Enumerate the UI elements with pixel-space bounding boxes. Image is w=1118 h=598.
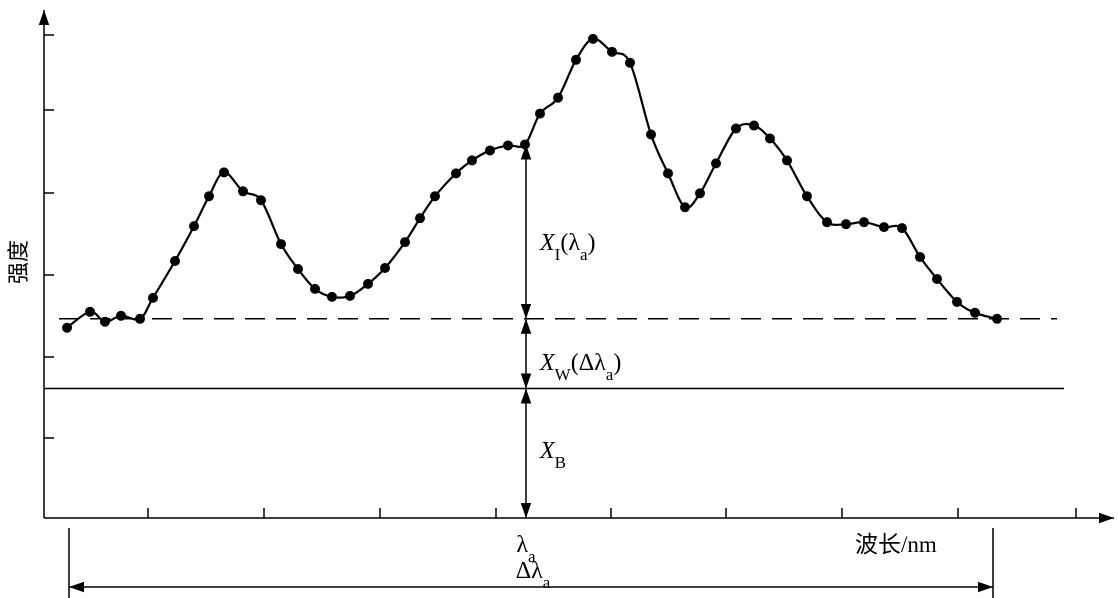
data-point	[135, 313, 145, 324]
data-point	[170, 256, 180, 267]
data-point	[970, 307, 980, 318]
label-part: λ	[516, 532, 528, 558]
data-point	[219, 167, 229, 178]
data-point	[695, 188, 705, 199]
label-part: (Δλ	[571, 350, 606, 376]
x-ticks	[147, 508, 1077, 518]
data-point	[503, 140, 513, 151]
annotation: λa	[516, 532, 536, 566]
label-part: a	[580, 245, 588, 264]
data-point	[430, 191, 440, 202]
data-point	[62, 322, 72, 333]
data-point	[535, 108, 545, 119]
data-point	[276, 239, 286, 250]
data-point	[711, 158, 721, 169]
label-part: )	[588, 230, 596, 256]
data-point	[932, 273, 942, 284]
data-point	[363, 278, 373, 289]
data-point	[765, 133, 775, 144]
data-point	[148, 292, 158, 303]
label-part: W	[555, 365, 572, 384]
data-point	[625, 57, 635, 68]
data-point	[100, 316, 110, 327]
annotation: XW(Δλa)	[539, 350, 621, 384]
data-point	[204, 191, 214, 202]
y-axis-label: 强度	[7, 240, 32, 284]
data-point	[879, 222, 889, 233]
data-point	[731, 123, 741, 134]
label-part: X	[539, 230, 556, 256]
data-point	[467, 155, 477, 166]
label-part: )	[613, 350, 621, 376]
data-point	[520, 139, 530, 150]
label-part: X	[539, 438, 556, 464]
data-point	[915, 252, 925, 263]
data-point	[859, 217, 869, 228]
data-point	[680, 202, 690, 213]
data-point	[293, 263, 303, 274]
label-part: X	[539, 350, 556, 376]
label-part: I	[555, 245, 561, 264]
data-point	[992, 313, 1002, 324]
data-point	[256, 195, 266, 206]
data-point	[897, 223, 907, 234]
data-point	[952, 296, 962, 307]
spectrum-line	[66, 37, 998, 329]
axes	[38, 10, 1114, 524]
data-point	[485, 145, 495, 156]
data-point	[400, 237, 410, 248]
x-axis-label: 波长/nm	[855, 532, 937, 557]
label-part: a	[528, 547, 536, 566]
data-point	[451, 168, 461, 179]
data-point	[116, 310, 126, 321]
label-part: (λ	[560, 230, 580, 256]
data-point	[588, 33, 598, 44]
data-point	[841, 219, 851, 230]
data-point	[415, 213, 425, 224]
data-point	[646, 129, 656, 140]
data-point	[822, 217, 832, 228]
data-point	[663, 168, 673, 179]
label-part: a	[606, 365, 614, 384]
data-point	[85, 306, 95, 317]
data-point	[189, 221, 199, 232]
data-point	[782, 155, 792, 166]
data-point	[749, 120, 759, 131]
label-part: a	[543, 573, 551, 592]
annotation: XB	[539, 438, 566, 472]
data-point	[238, 186, 248, 197]
data-point	[553, 92, 563, 103]
data-point	[802, 191, 812, 202]
annotation: XI(λa)	[539, 230, 596, 264]
data-point	[571, 54, 581, 65]
label-part: B	[555, 453, 566, 472]
data-point	[327, 291, 337, 302]
label-part: Δλ	[516, 558, 543, 584]
data-point	[345, 290, 355, 301]
y-ticks	[44, 34, 54, 439]
data-point	[310, 283, 320, 294]
annotation: Δλa	[516, 558, 551, 592]
data-point	[607, 46, 617, 57]
data-point	[380, 262, 390, 273]
